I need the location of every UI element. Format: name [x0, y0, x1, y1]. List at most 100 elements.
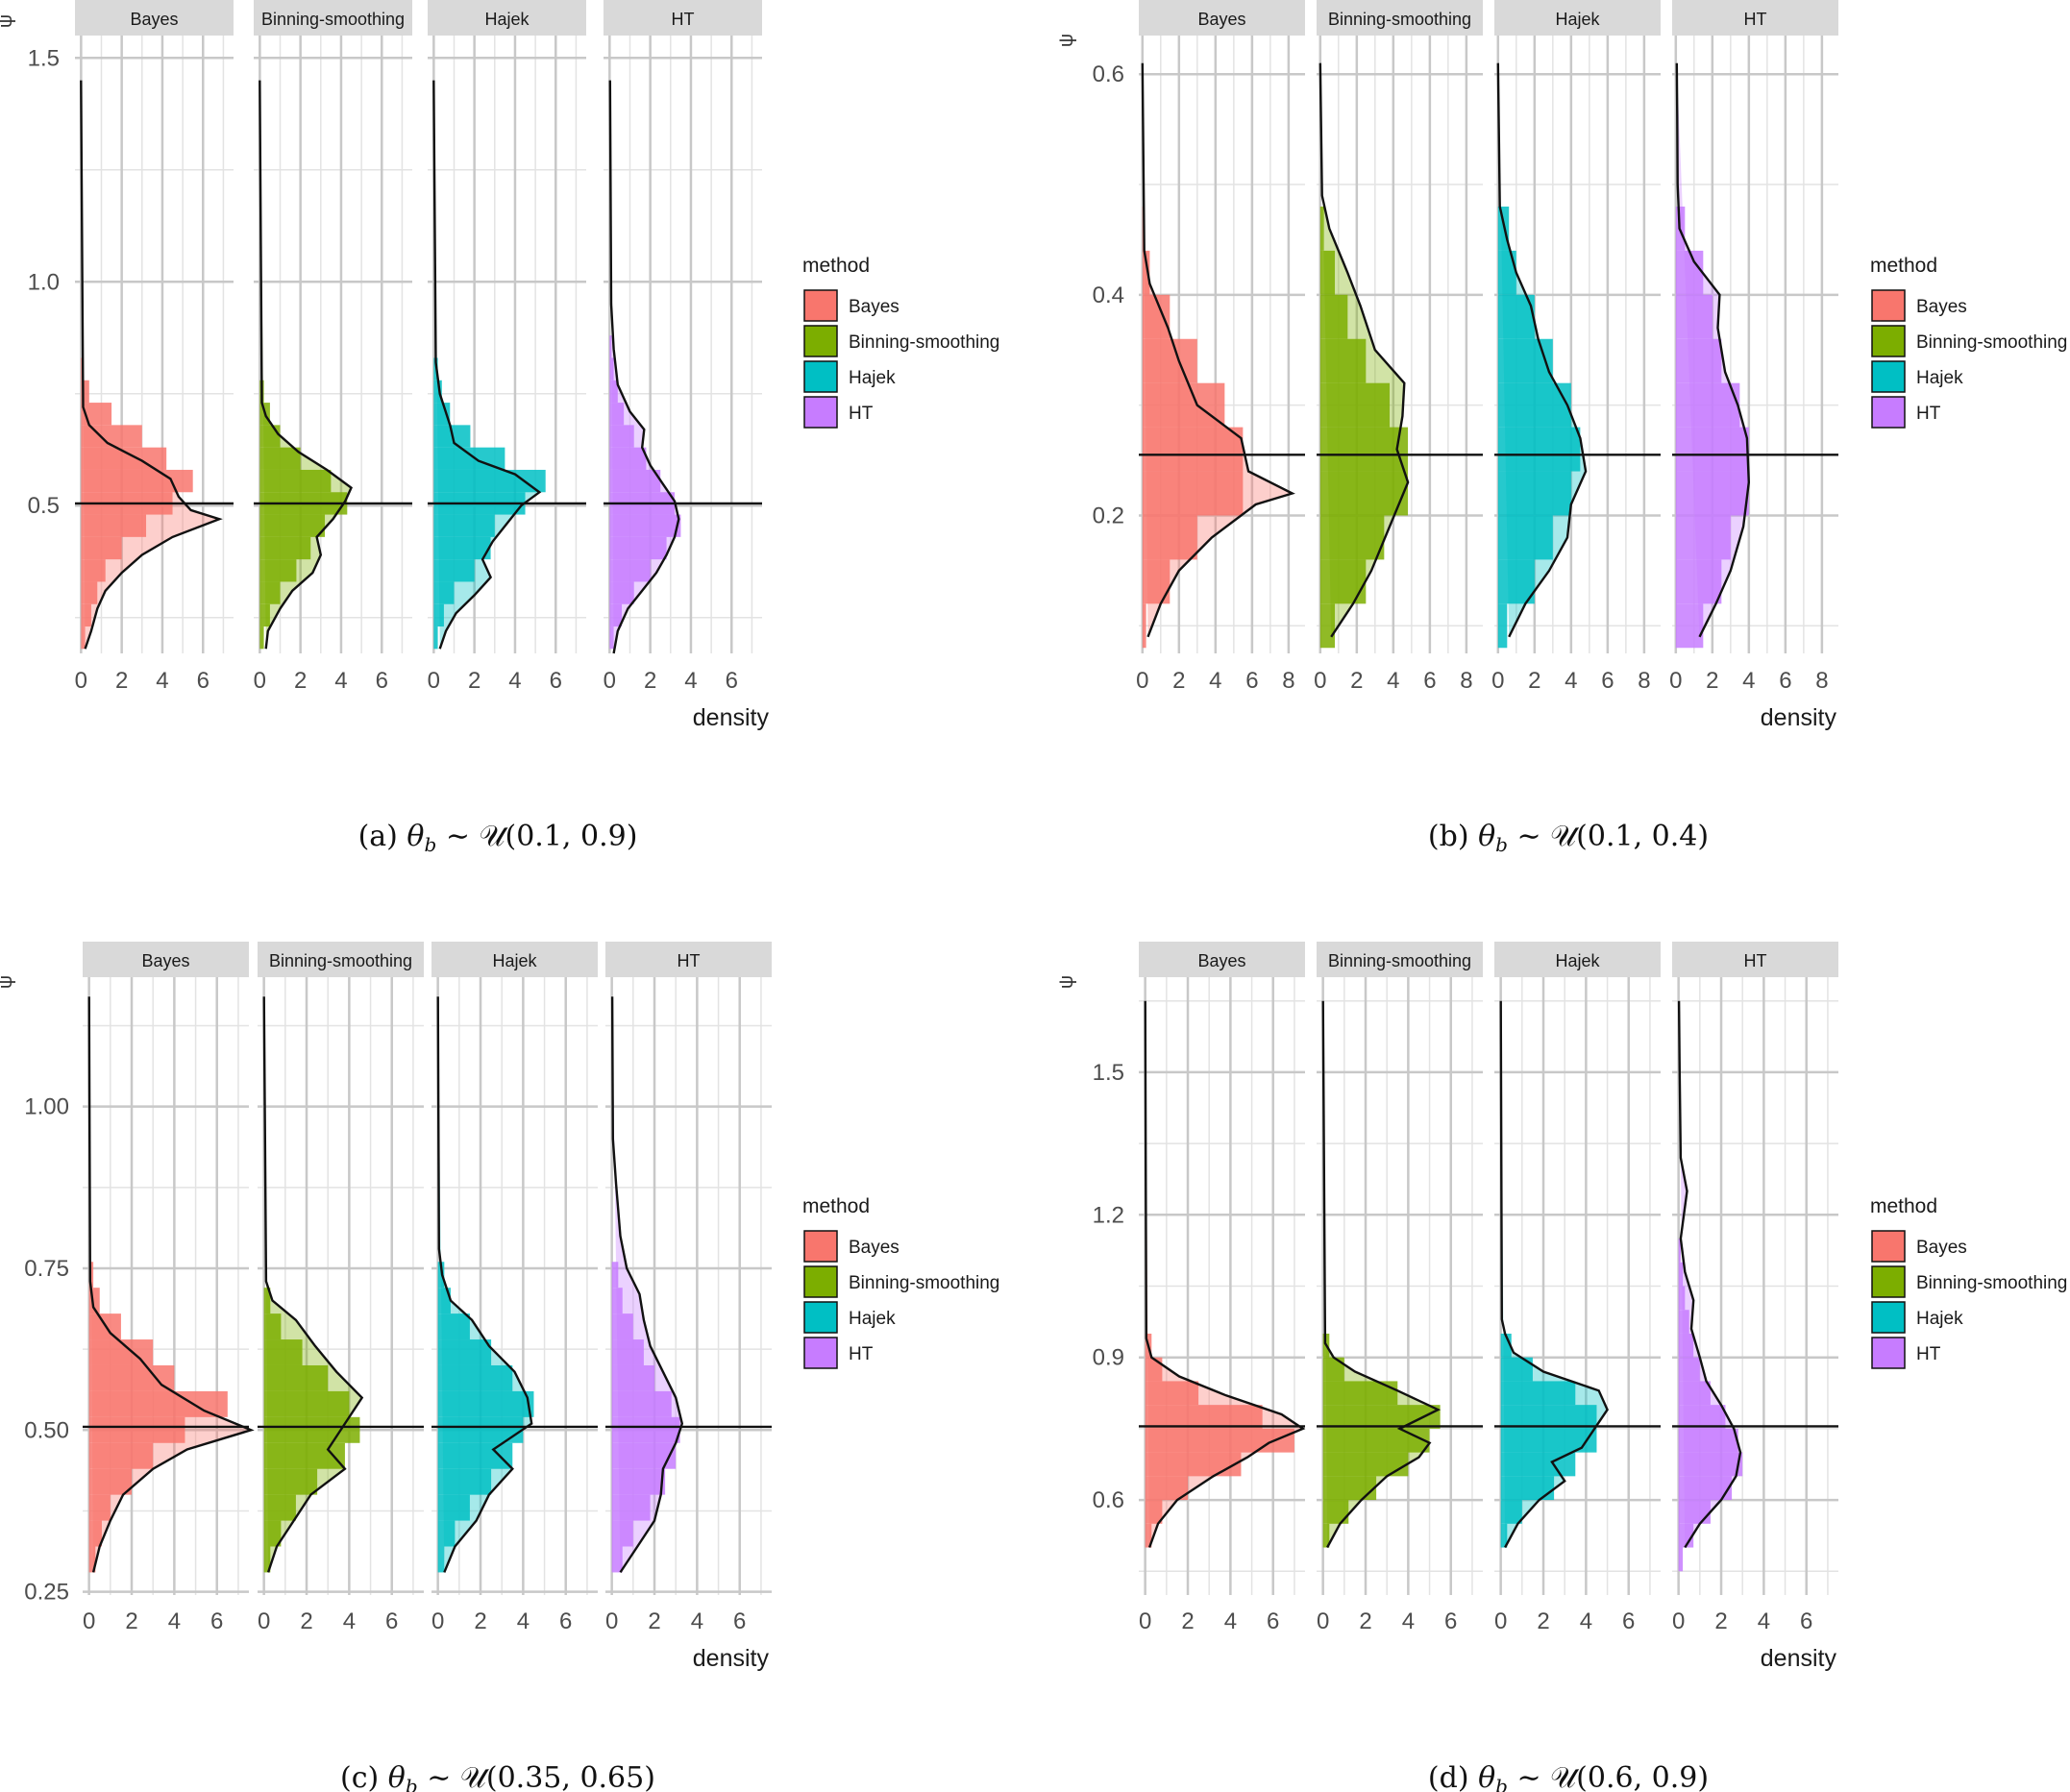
- x-tick-label: 0: [605, 1608, 618, 1634]
- histogram-bar: [1675, 294, 1713, 339]
- x-tick-label: 2: [1714, 1608, 1727, 1634]
- histogram-bar: [1497, 471, 1571, 516]
- caption-rest: ∼ 𝒰(0.1, 0.4): [1508, 820, 1709, 853]
- x-axis-title: density: [693, 1645, 770, 1672]
- histogram-bar: [437, 1390, 534, 1417]
- legend-key: [803, 289, 838, 322]
- histogram-bar: [1322, 1476, 1377, 1501]
- panel-c: ψ0.250.500.751.00Bayes0246Binning-smooth…: [0, 942, 999, 1792]
- histogram-bar: [1142, 427, 1244, 472]
- facet-strip: [1317, 942, 1483, 977]
- x-tick-label: 4: [508, 668, 521, 694]
- legend-label: Hajek: [849, 368, 896, 388]
- legend-title: method: [1870, 255, 1937, 277]
- x-tick-label: 0: [1491, 668, 1504, 694]
- caption-sub: b: [406, 1775, 418, 1792]
- legend-key: [803, 1337, 838, 1369]
- legend-label: Binning-smoothing: [849, 1273, 999, 1293]
- histogram-bar: [263, 1520, 282, 1547]
- x-tick-label: 2: [1350, 668, 1363, 694]
- histogram-bar: [88, 1390, 228, 1417]
- x-tick-label: 4: [684, 668, 697, 694]
- density-area: [1679, 1000, 1740, 1548]
- legend: method Bayes Binning-smoothing Hajek HT: [1870, 1195, 2067, 1369]
- caption-prefix: (c): [340, 1761, 388, 1792]
- histogram-bar: [433, 403, 451, 426]
- density-area: [437, 996, 532, 1573]
- x-tick-label: 6: [1601, 668, 1614, 694]
- histogram-bar: [611, 1546, 623, 1573]
- facet-hajek: Hajek 0 2 4 6: [1494, 942, 1661, 1634]
- histogram-bar: [1675, 603, 1704, 649]
- density-area: [1145, 1000, 1303, 1548]
- x-tick-label: 4: [1742, 668, 1755, 694]
- histogram-bar: [1145, 1428, 1294, 1453]
- histogram-bar: [433, 603, 444, 627]
- histogram-bar: [1497, 338, 1553, 383]
- facet-binning-smoothing: Binning-smoothing 0 2 4 6 8: [1314, 0, 1483, 694]
- facet-strip-label: Hajek: [1555, 10, 1600, 29]
- histogram-bar: [1497, 250, 1516, 295]
- histogram-bar: [1322, 1428, 1430, 1453]
- facet-strip: [258, 942, 424, 977]
- facet-strip: [1494, 0, 1661, 36]
- density-area: [263, 996, 362, 1573]
- y-tick-label: 0.5: [28, 493, 60, 519]
- histogram-bar: [263, 1416, 360, 1443]
- x-tick-label: 2: [294, 668, 307, 694]
- histogram-bar: [1322, 1405, 1441, 1429]
- legend-label: HT: [849, 1344, 874, 1364]
- histogram-bar: [611, 1339, 644, 1365]
- x-tick-label: 6: [1779, 668, 1791, 694]
- histogram-bar: [433, 581, 455, 604]
- histogram-bar: [1145, 1405, 1263, 1429]
- x-tick-label: 6: [1444, 1608, 1457, 1634]
- y-tick-label: 0.9: [1093, 1345, 1124, 1371]
- legend: method Bayes Binning-smoothing Hajek HT: [802, 255, 999, 429]
- panel-a: ψ 0.5 1.0 1.5 Bayes 0 2 4 6 Binning-smoothing 0 2 4 6…: [0, 0, 999, 856]
- histogram-bar: [609, 626, 614, 650]
- histogram-bar: [1322, 1523, 1330, 1548]
- legend-label: HT: [849, 404, 874, 424]
- x-tick-label: 2: [125, 1608, 137, 1634]
- histogram-bar: [609, 536, 667, 560]
- facet-strip-label: Bayes: [1197, 10, 1245, 29]
- facet-strip: [428, 0, 586, 36]
- facet-strip-label: Binning-smoothing: [269, 951, 412, 970]
- histogram-bar: [1142, 338, 1197, 383]
- facet-bayes: Bayes 0 2 4 6: [83, 942, 255, 1634]
- histogram-bar: [259, 626, 264, 650]
- x-tick-label: 0: [1494, 1608, 1507, 1634]
- density-curve: [1144, 1000, 1306, 1548]
- histogram-bar: [88, 1442, 154, 1469]
- facet-strip: [604, 0, 762, 36]
- density-curve: [87, 996, 255, 1573]
- x-tick-label: 6: [197, 668, 209, 694]
- histogram-bar: [609, 469, 661, 493]
- histogram-bar: [263, 1339, 303, 1365]
- facet-strip: [1317, 0, 1483, 36]
- x-tick-label: 6: [1245, 668, 1258, 694]
- histogram-bar: [1319, 471, 1409, 516]
- x-tick-label: 8: [1815, 668, 1828, 694]
- histogram-bar: [1500, 1405, 1597, 1429]
- y-tick-label: 0.50: [24, 1417, 69, 1443]
- facet-strip-label: Binning-smoothing: [261, 10, 405, 29]
- histogram-bar: [611, 1288, 623, 1314]
- facet-hajek: Hajek 0 2 4 6: [431, 942, 598, 1634]
- density-area: [1142, 62, 1293, 637]
- histogram-bar: [609, 559, 651, 582]
- x-tick-label: 4: [691, 1608, 703, 1634]
- histogram-bar: [263, 1546, 271, 1573]
- y-tick-label: 1.00: [24, 1094, 69, 1120]
- legend-key: [1871, 360, 1906, 393]
- histogram-bar: [259, 581, 281, 604]
- density-curve: [1318, 62, 1410, 638]
- facet-strip: [1139, 0, 1305, 36]
- x-tick-label: 4: [1387, 668, 1399, 694]
- x-tick-label: 0: [75, 668, 87, 694]
- histogram-bar: [259, 469, 332, 493]
- facet-ht: HT 0 2 4 6: [604, 0, 762, 694]
- x-tick-label: 0: [1139, 1608, 1151, 1634]
- y-tick-label: 1.0: [28, 269, 60, 295]
